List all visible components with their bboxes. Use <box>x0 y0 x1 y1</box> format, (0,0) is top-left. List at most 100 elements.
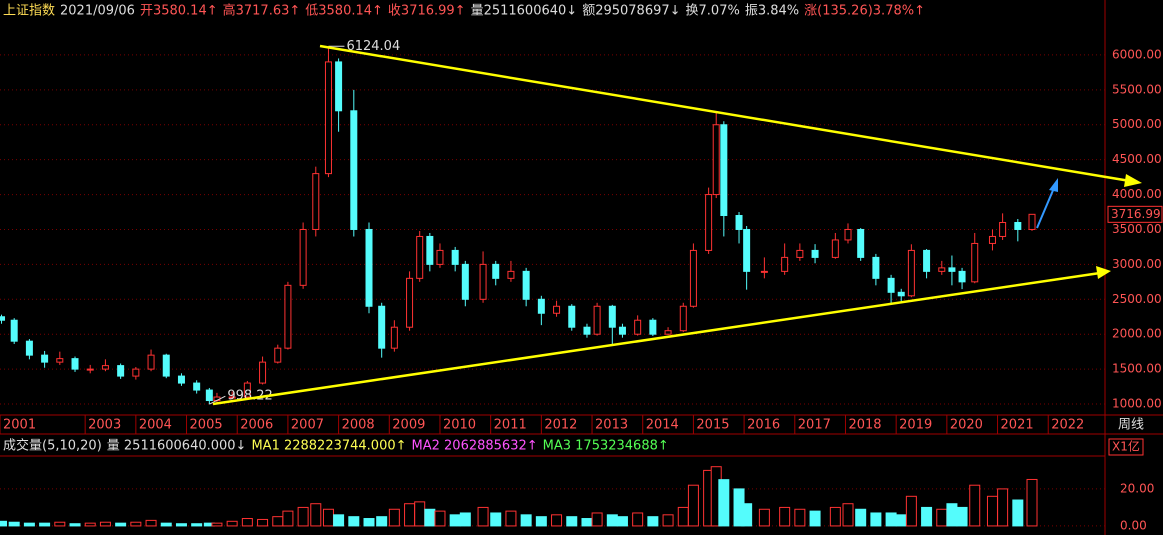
volume-bar <box>376 516 388 527</box>
candle-body <box>365 228 373 307</box>
candle-body <box>649 319 657 335</box>
y-tick-label: 2500.00 <box>1112 292 1162 306</box>
trendline <box>319 44 1131 183</box>
volume-bar <box>69 523 81 527</box>
candle-body <box>243 382 251 398</box>
candle-body <box>712 124 720 196</box>
volume-bar <box>969 484 981 527</box>
volume-bar <box>718 479 730 527</box>
x-tick-label: 2001 <box>3 418 36 433</box>
volume-bar <box>535 516 547 527</box>
candle-body <box>634 319 642 335</box>
unit-box <box>1108 438 1144 456</box>
volume-bar <box>581 518 593 527</box>
volume-bar <box>551 514 563 527</box>
volume-bar <box>490 512 502 527</box>
volume-bar <box>647 516 659 527</box>
candle-body <box>938 267 946 272</box>
candle-body <box>205 389 213 402</box>
volume-bar <box>946 503 958 527</box>
volume-bar <box>606 514 618 527</box>
volume-bar <box>160 522 172 527</box>
volume-bar <box>477 506 489 527</box>
volume-bar <box>662 514 674 527</box>
candle-body <box>436 249 444 265</box>
candle-body <box>887 277 895 293</box>
forecast-arrow <box>1036 187 1055 229</box>
y-tick-label: 3000.00 <box>1112 257 1162 271</box>
header-item: 成交量(5,10,20) <box>3 438 102 454</box>
y-tick-label: 1500.00 <box>1112 362 1162 376</box>
volume-bar <box>175 523 187 527</box>
volume-bar <box>921 506 933 527</box>
volume-bar <box>333 514 345 527</box>
volume-bar <box>282 510 294 527</box>
candle-body <box>553 305 561 314</box>
y-tick-label: 0.00 <box>1120 518 1147 532</box>
candle-body <box>1028 213 1036 230</box>
candle-body <box>844 228 852 241</box>
candle-body <box>1014 221 1022 230</box>
y-tick-label: 5500.00 <box>1112 82 1162 96</box>
annotation-leader <box>209 395 226 405</box>
volume-bar <box>794 508 806 527</box>
volume-bar <box>226 520 238 527</box>
candle-body <box>406 277 414 328</box>
y-tick-label: 2000.00 <box>1112 327 1162 341</box>
candle-body <box>299 228 307 286</box>
volume-bar <box>809 510 821 527</box>
volume-bar <box>1026 478 1038 527</box>
candle-body <box>811 249 819 258</box>
x-tick-label: 2004 <box>139 418 172 433</box>
header-item: 收3716.99↑ <box>388 4 466 19</box>
volume-bar <box>459 512 471 527</box>
volume-bar <box>741 503 753 527</box>
candle-body <box>101 365 109 370</box>
volume-bar <box>257 518 269 527</box>
candle-body <box>537 298 545 314</box>
x-tick-label: 2015 <box>696 418 729 433</box>
candle-body <box>705 194 713 251</box>
header-item: 涨(135.26)3.78%↑ <box>804 4 925 19</box>
peak-label: 6124.04 <box>346 39 400 54</box>
header-item: MA1 2288223744.000↑ <box>251 439 406 454</box>
candle-body <box>492 263 500 279</box>
volume-bar <box>130 521 142 527</box>
candle-body <box>720 124 728 217</box>
candle-body <box>796 249 804 258</box>
candle-body <box>162 354 170 377</box>
candle-body <box>284 284 292 349</box>
volume-bar <box>449 514 461 527</box>
volume-bar <box>424 508 436 527</box>
y-tick-label: 4000.00 <box>1112 187 1162 201</box>
header-item: 开3580.14↑ <box>140 4 218 19</box>
volume-bar <box>677 506 689 527</box>
candle-body <box>426 235 434 265</box>
volume-bar <box>758 508 770 527</box>
candle-body <box>781 256 789 272</box>
volume-bar <box>997 488 1009 527</box>
candle-body <box>312 173 320 230</box>
candle-body <box>948 267 956 272</box>
volume-bar <box>322 508 334 527</box>
candle-body <box>274 347 282 363</box>
last-price-label: 3716.99 <box>1111 207 1161 221</box>
y-tick-label: 1000.00 <box>1112 397 1162 411</box>
x-tick-label: 2012 <box>544 418 577 433</box>
x-tick-label: 2019 <box>899 418 932 433</box>
candle-body <box>117 365 125 377</box>
volume-bar <box>905 495 917 527</box>
header-item: 量2511600640↓ <box>471 4 578 19</box>
candle-body <box>583 326 591 335</box>
volume-bar <box>388 508 400 527</box>
period-label: 周线 <box>1118 418 1144 433</box>
volume-unit: X1亿 <box>1112 439 1140 454</box>
volume-bar <box>566 516 578 527</box>
candle-body <box>897 291 905 297</box>
candle-body <box>86 368 94 371</box>
x-tick-label: 2011 <box>494 418 527 433</box>
candle-body <box>689 249 697 307</box>
candle-body <box>608 305 616 328</box>
candle-body <box>907 249 915 297</box>
candle-body <box>568 305 576 328</box>
